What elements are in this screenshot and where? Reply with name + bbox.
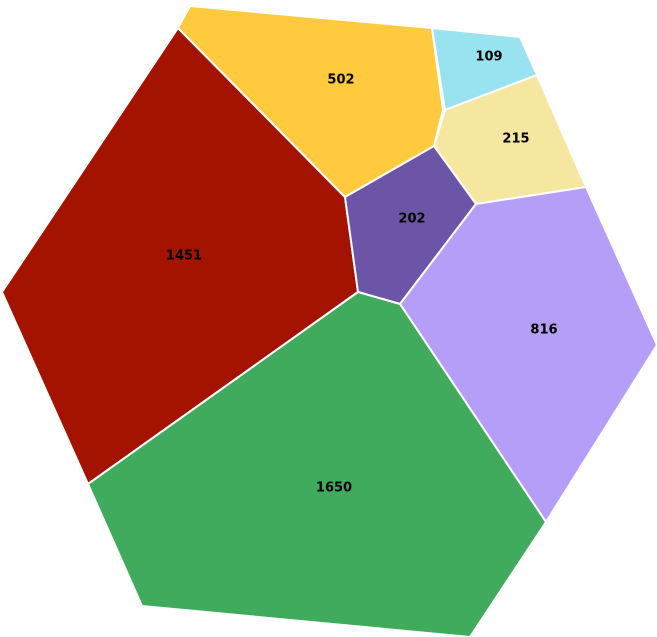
- cell-label: 1650: [316, 481, 352, 496]
- cell: [87, 291, 547, 637]
- cell-label: 502: [327, 73, 354, 88]
- cell: [399, 186, 657, 523]
- cell-label: 215: [502, 132, 529, 147]
- cell-label: 1451: [166, 249, 202, 264]
- cell-label: 816: [530, 323, 557, 338]
- cell-label: 202: [398, 212, 425, 227]
- cell-label: 109: [475, 50, 502, 65]
